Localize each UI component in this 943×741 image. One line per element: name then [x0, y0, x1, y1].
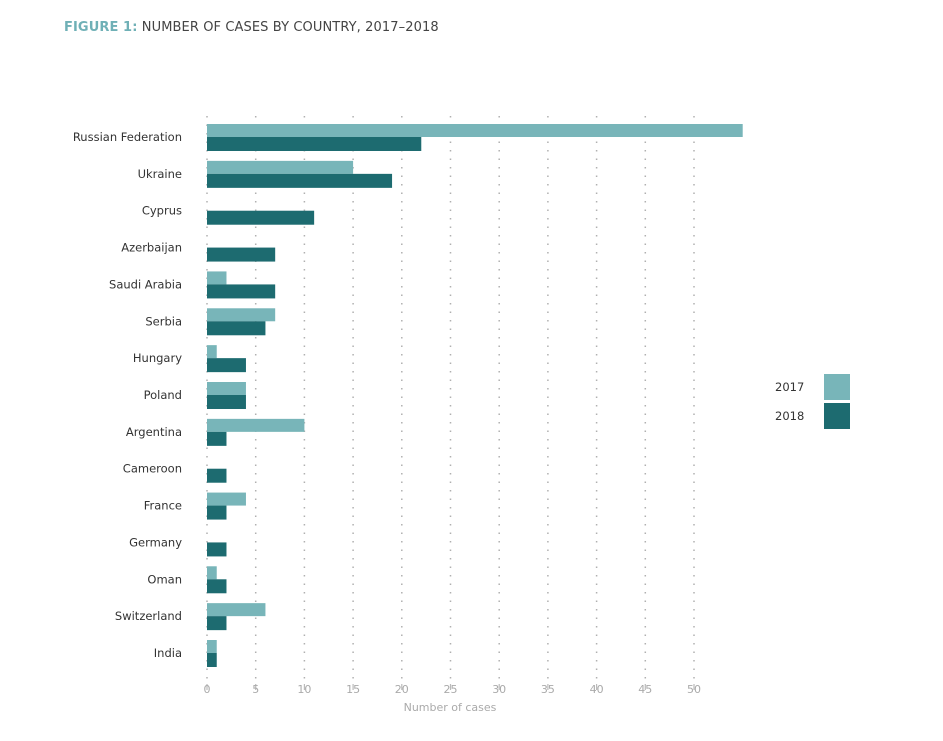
bar-2017-ukraine	[207, 160, 354, 174]
x-tick-label: 0	[204, 683, 211, 696]
bar-2018-poland	[207, 395, 246, 409]
category-label: Cyprus	[142, 204, 182, 218]
bar-2018-russian-federation	[207, 137, 422, 151]
x-tick-label: 5	[252, 683, 259, 696]
title-text: NUMBER OF CASES BY COUNTRY, 2017–2018	[141, 20, 439, 35]
legend-label: 2017	[775, 380, 804, 394]
x-tick-label: 10	[297, 683, 311, 696]
bar-2017-poland	[207, 382, 246, 395]
category-label: Ukraine	[138, 167, 182, 181]
bar-2018-india	[207, 653, 217, 667]
category-label: Russian Federation	[73, 130, 182, 144]
bar-2018-azerbaijan	[207, 247, 276, 262]
category-label: Hungary	[133, 351, 182, 365]
category-label: Serbia	[145, 314, 182, 328]
category-label: Poland	[144, 388, 182, 402]
x-tick-label: 25	[444, 683, 458, 696]
x-tick-label: 30	[492, 683, 506, 696]
bar-2018-ukraine	[207, 173, 393, 188]
category-label: Saudi Arabia	[109, 277, 182, 291]
bar-2018-serbia	[207, 321, 266, 336]
category-label: France	[144, 499, 182, 513]
bar-2017-india	[207, 640, 217, 653]
bar-2017-argentina	[207, 418, 305, 432]
bar-2017-russian-federation	[207, 124, 743, 137]
category-label: Germany	[129, 535, 182, 549]
bar-2017-france	[207, 492, 246, 506]
bar-2018-france	[207, 505, 227, 520]
legend-swatch	[824, 403, 850, 429]
x-tick-label: 35	[541, 683, 555, 696]
x-axis-label: Number of cases	[404, 701, 497, 714]
bar-2017-oman	[207, 566, 217, 580]
bar-2018-saudi-arabia	[207, 284, 276, 299]
x-tick-label: 45	[638, 683, 652, 696]
x-tick-label: 20	[395, 683, 409, 696]
bar-2018-cameroon	[207, 468, 227, 483]
legend-label: 2018	[775, 409, 804, 423]
bar-2017-hungary	[207, 345, 217, 359]
category-label: Azerbaijan	[121, 241, 182, 255]
category-label: Oman	[147, 572, 182, 586]
x-tick-label: 15	[346, 683, 360, 696]
bar-2017-saudi-arabia	[207, 271, 227, 285]
legend-swatch	[824, 374, 850, 400]
chart-title: FIGURE 1: NUMBER OF CASES BY COUNTRY, 20…	[64, 20, 439, 35]
category-label: Cameroon	[123, 462, 182, 476]
category-label: Argentina	[126, 425, 182, 439]
bar-2018-germany	[207, 542, 227, 557]
figure-label: FIGURE 1:	[64, 20, 138, 35]
bar-2018-switzerland	[207, 616, 227, 631]
x-tick-label: 40	[590, 683, 604, 696]
bar-2018-hungary	[207, 358, 246, 373]
bar-2017-serbia	[207, 308, 276, 322]
bar-2018-oman	[207, 579, 227, 594]
bar-2017-switzerland	[207, 603, 266, 617]
x-tick-label: 50	[687, 683, 701, 696]
bar-2018-argentina	[207, 431, 227, 446]
bar-2018-cyprus	[207, 210, 315, 225]
category-label: Switzerland	[115, 609, 182, 623]
category-label: India	[154, 646, 182, 660]
